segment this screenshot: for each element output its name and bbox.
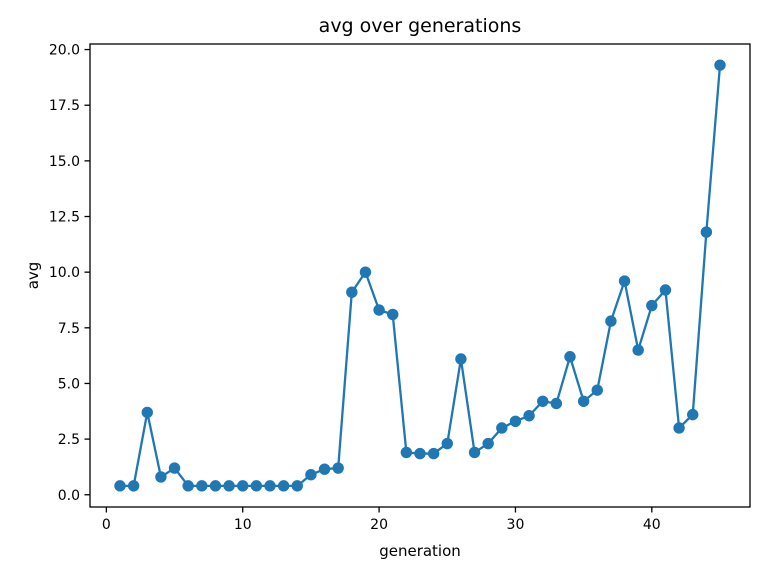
data-point (659, 284, 672, 296)
series-line (118, 64, 722, 488)
data-point (550, 397, 563, 410)
y-tick-label: 20.0 (49, 43, 80, 59)
data-point (700, 226, 713, 238)
x-tick-label: 20 (370, 517, 388, 533)
data-point (168, 462, 181, 474)
data-point (468, 446, 481, 459)
data-point (277, 480, 290, 492)
data-point (305, 469, 317, 481)
data-point (537, 395, 549, 407)
data-point (182, 480, 194, 492)
data-point (523, 410, 535, 422)
data-point (414, 447, 426, 460)
y-tick-label: 2.5 (58, 432, 80, 448)
y-tick-label: 0.0 (58, 488, 80, 504)
data-point (346, 286, 358, 298)
data-point (496, 422, 508, 434)
y-tick-label: 10.0 (49, 265, 80, 281)
y-tick-label: 7.5 (58, 321, 80, 337)
data-point (127, 480, 140, 492)
data-point (441, 437, 453, 450)
data-point (250, 480, 263, 492)
y-tick-label: 5.0 (58, 376, 80, 392)
x-tick-label: 40 (643, 517, 661, 533)
data-point (632, 344, 644, 356)
data-point (196, 480, 208, 492)
data-point (427, 447, 440, 460)
data-point (482, 437, 494, 450)
plot-area-border (89, 43, 751, 508)
data-series-avg (114, 59, 726, 492)
y-axis-label: avg (24, 262, 42, 290)
data-point (373, 304, 385, 316)
data-point (400, 446, 413, 459)
data-point (359, 266, 372, 278)
data-point (141, 406, 153, 419)
data-point (318, 463, 331, 475)
data-point (455, 353, 467, 365)
data-point (387, 308, 399, 321)
y-tick-label: 17.5 (49, 98, 80, 114)
x-tick-label: 10 (234, 517, 252, 533)
data-point (564, 351, 576, 363)
data-point (509, 415, 522, 427)
data-point (291, 480, 303, 492)
x-tick-label: 30 (507, 517, 525, 533)
data-point (223, 480, 235, 492)
data-point (332, 462, 344, 474)
data-point (264, 480, 276, 492)
data-point (591, 384, 603, 396)
x-tick-label: 0 (102, 517, 111, 533)
data-point (687, 408, 699, 421)
x-axis-label: generation (379, 542, 461, 560)
y-tick-label: 12.5 (49, 210, 80, 226)
data-point (114, 480, 126, 492)
data-point (605, 315, 617, 327)
chart-title: avg over generations (319, 15, 522, 37)
data-point (618, 275, 631, 287)
data-point (673, 422, 685, 434)
x-axis-ticks: 0 10 20 30 40 (102, 507, 661, 533)
data-point (577, 395, 590, 407)
data-point (714, 59, 726, 71)
y-axis-ticks: 0.0 2.5 5.0 7.5 10.0 12.5 15.0 17.5 20.0 (49, 43, 90, 504)
data-point (646, 299, 658, 312)
data-point (237, 480, 249, 492)
data-point (155, 471, 167, 483)
y-tick-label: 15.0 (49, 154, 80, 170)
data-point (209, 480, 222, 492)
